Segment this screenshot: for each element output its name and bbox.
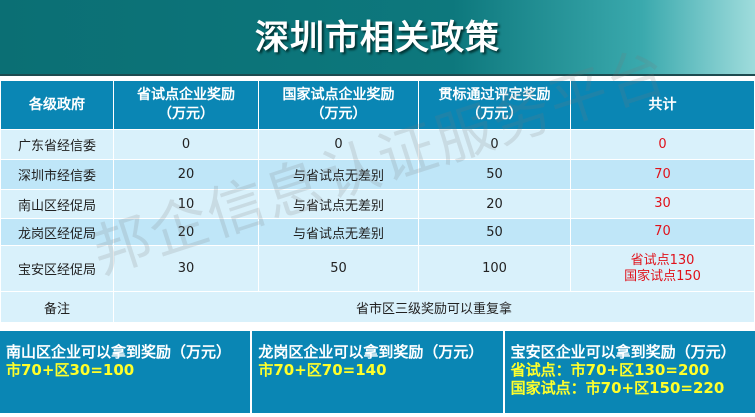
- total-cell: 30: [570, 189, 755, 219]
- summary-line: 市70+区70=140: [258, 361, 387, 379]
- note-row: 备注 省市区三级奖励可以重复拿: [0, 291, 755, 323]
- table-cell: 50: [258, 245, 419, 292]
- summary-box: 龙岗区企业可以拿到奖励（万元） 市70+区70=140: [252, 331, 505, 413]
- table-row: 广东省经信委 0 0 0 0: [0, 129, 755, 160]
- policy-table: 各级政府 省试点企业奖励 （万元） 国家试点企业奖励 （万元） 贯标通过评定奖励…: [0, 80, 755, 323]
- note-text: 省市区三级奖励可以重复拿: [113, 291, 755, 323]
- table-cell: 南山区经促局: [0, 189, 114, 219]
- table-cell: 与省试点无差别: [258, 159, 419, 190]
- table-row: 深圳市经信委 20 与省试点无差别 50 70: [0, 159, 755, 190]
- header-cell: 贯标通过评定奖励 （万元）: [418, 80, 571, 130]
- summary-title: 南山区企业可以拿到奖励（万元）: [6, 343, 232, 361]
- summary-line: 省试点：市70+区130=200: [510, 361, 710, 379]
- header-cell: 国家试点企业奖励 （万元）: [258, 80, 419, 130]
- header-cell: 各级政府: [0, 80, 114, 130]
- table-header-row: 各级政府 省试点企业奖励 （万元） 国家试点企业奖励 （万元） 贯标通过评定奖励…: [0, 80, 755, 130]
- table-row: 宝安区经促局 30 50 100 省试点130 国家试点150: [0, 245, 755, 292]
- table-cell: 与省试点无差别: [258, 218, 419, 246]
- total-cell: 70: [570, 218, 755, 246]
- table-cell: 50: [418, 218, 571, 246]
- table-cell: 0: [113, 129, 259, 160]
- summary-title: 宝安区企业可以拿到奖励（万元）: [510, 343, 736, 361]
- table-row: 龙岗区经促局 20 与省试点无差别 50 70: [0, 218, 755, 246]
- total-cell: 70: [570, 159, 755, 190]
- header-cell: 省试点企业奖励 （万元）: [113, 80, 259, 130]
- summary-line: 市70+区30=100: [6, 361, 135, 379]
- summary-box: 南山区企业可以拿到奖励（万元） 市70+区30=100: [0, 331, 253, 413]
- table-cell: 宝安区经促局: [0, 245, 114, 292]
- page-title: 深圳市相关政策: [255, 18, 500, 58]
- table-cell: 30: [113, 245, 259, 292]
- table-cell: 100: [418, 245, 571, 292]
- table-cell: 与省试点无差别: [258, 189, 419, 219]
- title-banner: 深圳市相关政策: [0, 0, 755, 76]
- table-cell: 0: [418, 129, 571, 160]
- table-cell: 50: [418, 159, 571, 190]
- table-row: 南山区经促局 10 与省试点无差别 20 30: [0, 189, 755, 219]
- table-cell: 20: [113, 159, 259, 190]
- summary-title: 龙岗区企业可以拿到奖励（万元）: [258, 343, 484, 361]
- summary-line: 国家试点：市70+区150=220: [510, 379, 725, 397]
- table-cell: 10: [113, 189, 259, 219]
- summary-box: 宝安区企业可以拿到奖励（万元） 省试点：市70+区130=200 国家试点：市70+…: [504, 331, 755, 413]
- table-cell: 20: [113, 218, 259, 246]
- table-cell: 0: [258, 129, 419, 160]
- table-cell: 深圳市经信委: [0, 159, 114, 190]
- summary-boxes: 南山区企业可以拿到奖励（万元） 市70+区30=100 龙岗区企业可以拿到奖励（万元…: [0, 331, 755, 413]
- header-cell: 共计: [570, 80, 755, 130]
- table-cell: 龙岗区经促局: [0, 218, 114, 246]
- table-cell: 20: [418, 189, 571, 219]
- note-label: 备注: [0, 291, 114, 323]
- total-cell: 0: [570, 129, 755, 160]
- total-cell: 省试点130 国家试点150: [570, 245, 755, 292]
- table-cell: 广东省经信委: [0, 129, 114, 160]
